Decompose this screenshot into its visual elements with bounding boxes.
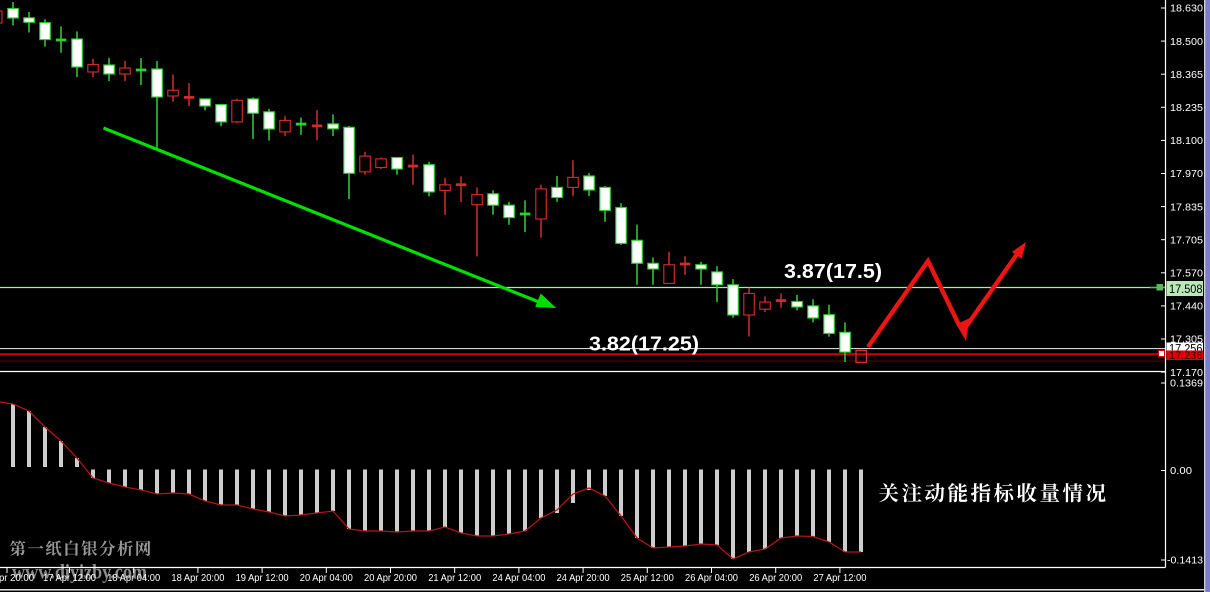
svg-text:17 Apr 12:00: 17 Apr 12:00	[43, 573, 96, 584]
svg-text:18.630: 18.630	[1170, 4, 1203, 15]
svg-text:pr 20:00: pr 20:00	[0, 573, 34, 584]
svg-text:18 Apr 04:00: 18 Apr 04:00	[107, 573, 160, 584]
svg-text:0.00: 0.00	[1170, 466, 1192, 477]
svg-text:18.235: 18.235	[1170, 103, 1203, 114]
svg-text:17.835: 17.835	[1170, 202, 1203, 213]
svg-text:17.705: 17.705	[1170, 235, 1203, 246]
svg-text:18 Apr 20:00: 18 Apr 20:00	[171, 573, 224, 584]
svg-text:www.diyizby.com: www.diyizby.com	[12, 560, 147, 584]
svg-text:17.236: 17.236	[1169, 350, 1203, 362]
svg-text:21 Apr 12:00: 21 Apr 12:00	[428, 573, 481, 584]
svg-text:17.570: 17.570	[1170, 269, 1203, 280]
svg-text:18.500: 18.500	[1170, 37, 1203, 48]
svg-text:18.365: 18.365	[1170, 70, 1203, 81]
svg-text:24 Apr 04:00: 24 Apr 04:00	[492, 573, 545, 584]
svg-text:17.440: 17.440	[1170, 302, 1203, 313]
svg-text:20 Apr 20:00: 20 Apr 20:00	[364, 573, 417, 584]
svg-text:26 Apr 20:00: 26 Apr 20:00	[749, 573, 802, 584]
svg-text:3.82(17.25): 3.82(17.25)	[589, 333, 699, 356]
svg-text:17.305: 17.305	[1170, 335, 1203, 346]
svg-text:17.256: 17.256	[1169, 344, 1203, 356]
svg-text:17.170: 17.170	[1170, 368, 1203, 379]
svg-text:19 Apr 12:00: 19 Apr 12:00	[236, 573, 289, 584]
svg-text:26 Apr 04:00: 26 Apr 04:00	[685, 573, 738, 584]
svg-text:18.100: 18.100	[1170, 136, 1203, 147]
svg-text:20 Apr 04:00: 20 Apr 04:00	[300, 573, 353, 584]
svg-text:3.87(17.5): 3.87(17.5)	[784, 260, 882, 283]
svg-text:17.970: 17.970	[1170, 169, 1203, 180]
svg-text:27 Apr 12:00: 27 Apr 12:00	[813, 573, 866, 584]
svg-text:-0.1413: -0.1413	[1167, 556, 1203, 567]
svg-text:0.1369: 0.1369	[1170, 379, 1203, 390]
svg-text:17.508: 17.508	[1169, 284, 1203, 296]
svg-text:24 Apr 20:00: 24 Apr 20:00	[557, 573, 610, 584]
svg-text:25 Apr 12:00: 25 Apr 12:00	[621, 573, 674, 584]
